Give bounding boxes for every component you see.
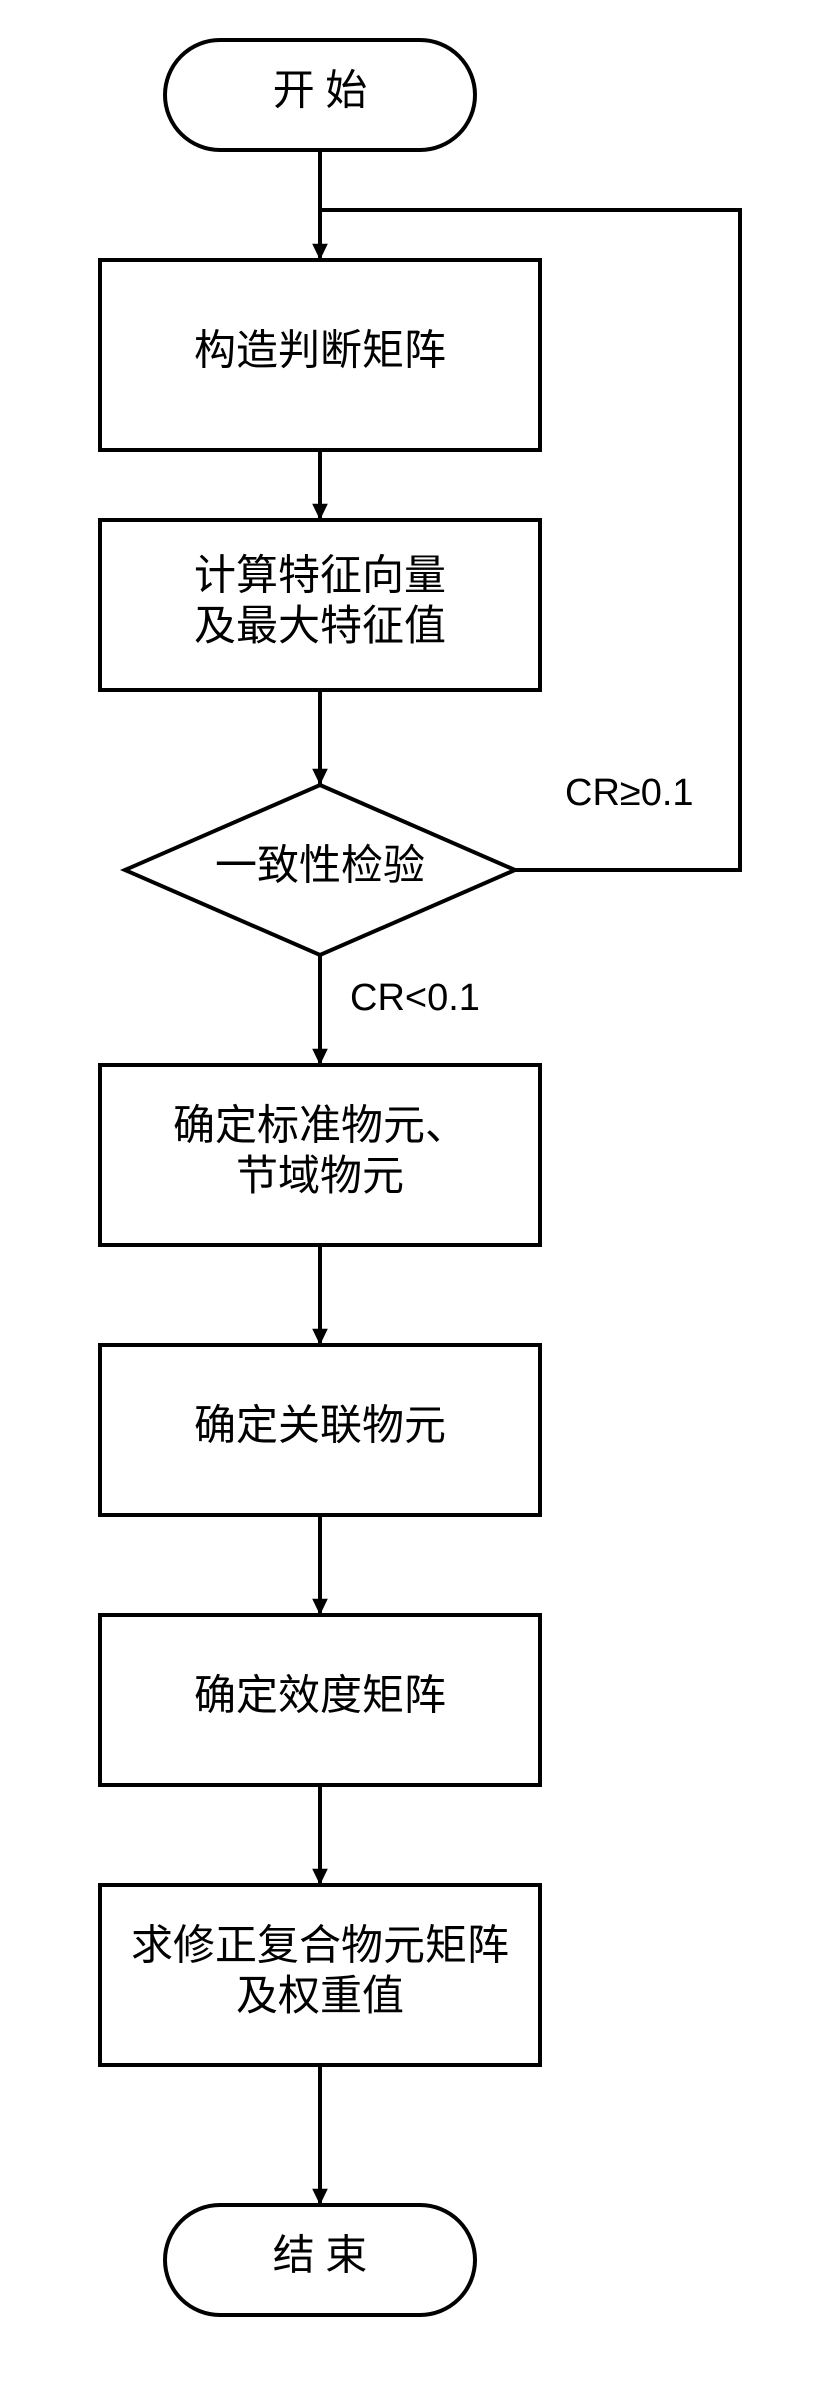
arrowhead-7 (312, 2189, 328, 2205)
node-label-n3-1: 节域物元 (236, 1154, 404, 1200)
flowchart-canvas: 开 始构造判断矩阵计算特征向量及最大特征值一致性检验确定标准物元、节域物元确定关… (0, 0, 833, 2392)
flow-node-n5: 确定效度矩阵 (100, 1615, 540, 1785)
node-label-n1-0: 构造判断矩阵 (194, 329, 446, 375)
node-label-n3-0: 确定标准物元、 (173, 1102, 467, 1149)
flow-node-end: 结 束 (165, 2205, 475, 2315)
node-label-n6-0: 求修正复合物元矩阵 (131, 1923, 509, 1969)
flow-node-start: 开 始 (165, 40, 475, 150)
node-label-n2-0: 计算特征向量 (194, 553, 446, 599)
edge-label-3: CR<0.1 (350, 977, 480, 1019)
flow-node-n6: 求修正复合物元矩阵及权重值 (100, 1885, 540, 2065)
node-label-n2-1: 及最大特征值 (194, 604, 446, 650)
arrowhead-3 (312, 1049, 328, 1065)
arrowhead-6 (312, 1869, 328, 1885)
node-label-end-0: 结 束 (273, 2234, 368, 2280)
node-label-n5-0: 确定效度矩阵 (194, 1673, 446, 1720)
arrowhead-4 (312, 1329, 328, 1345)
arrowhead-5 (312, 1599, 328, 1615)
flow-node-decision: 一致性检验 (125, 785, 515, 955)
flow-node-n4: 确定关联物元 (100, 1345, 540, 1515)
edge-label-8: CR≥0.1 (565, 772, 694, 814)
arrowhead-2 (312, 769, 328, 785)
node-label-start-0: 开 始 (273, 69, 368, 115)
nodes-layer: 开 始构造判断矩阵计算特征向量及最大特征值一致性检验确定标准物元、节域物元确定关… (100, 40, 540, 2315)
arrowhead-0 (312, 244, 328, 260)
node-label-n4-0: 确定关联物元 (194, 1403, 446, 1450)
node-label-n6-1: 及权重值 (236, 1974, 404, 2020)
flow-node-n2: 计算特征向量及最大特征值 (100, 520, 540, 690)
arrowhead-1 (312, 504, 328, 520)
flow-node-n1: 构造判断矩阵 (100, 260, 540, 450)
flow-node-n3: 确定标准物元、节域物元 (100, 1065, 540, 1245)
node-label-decision-0: 一致性检验 (215, 843, 425, 890)
